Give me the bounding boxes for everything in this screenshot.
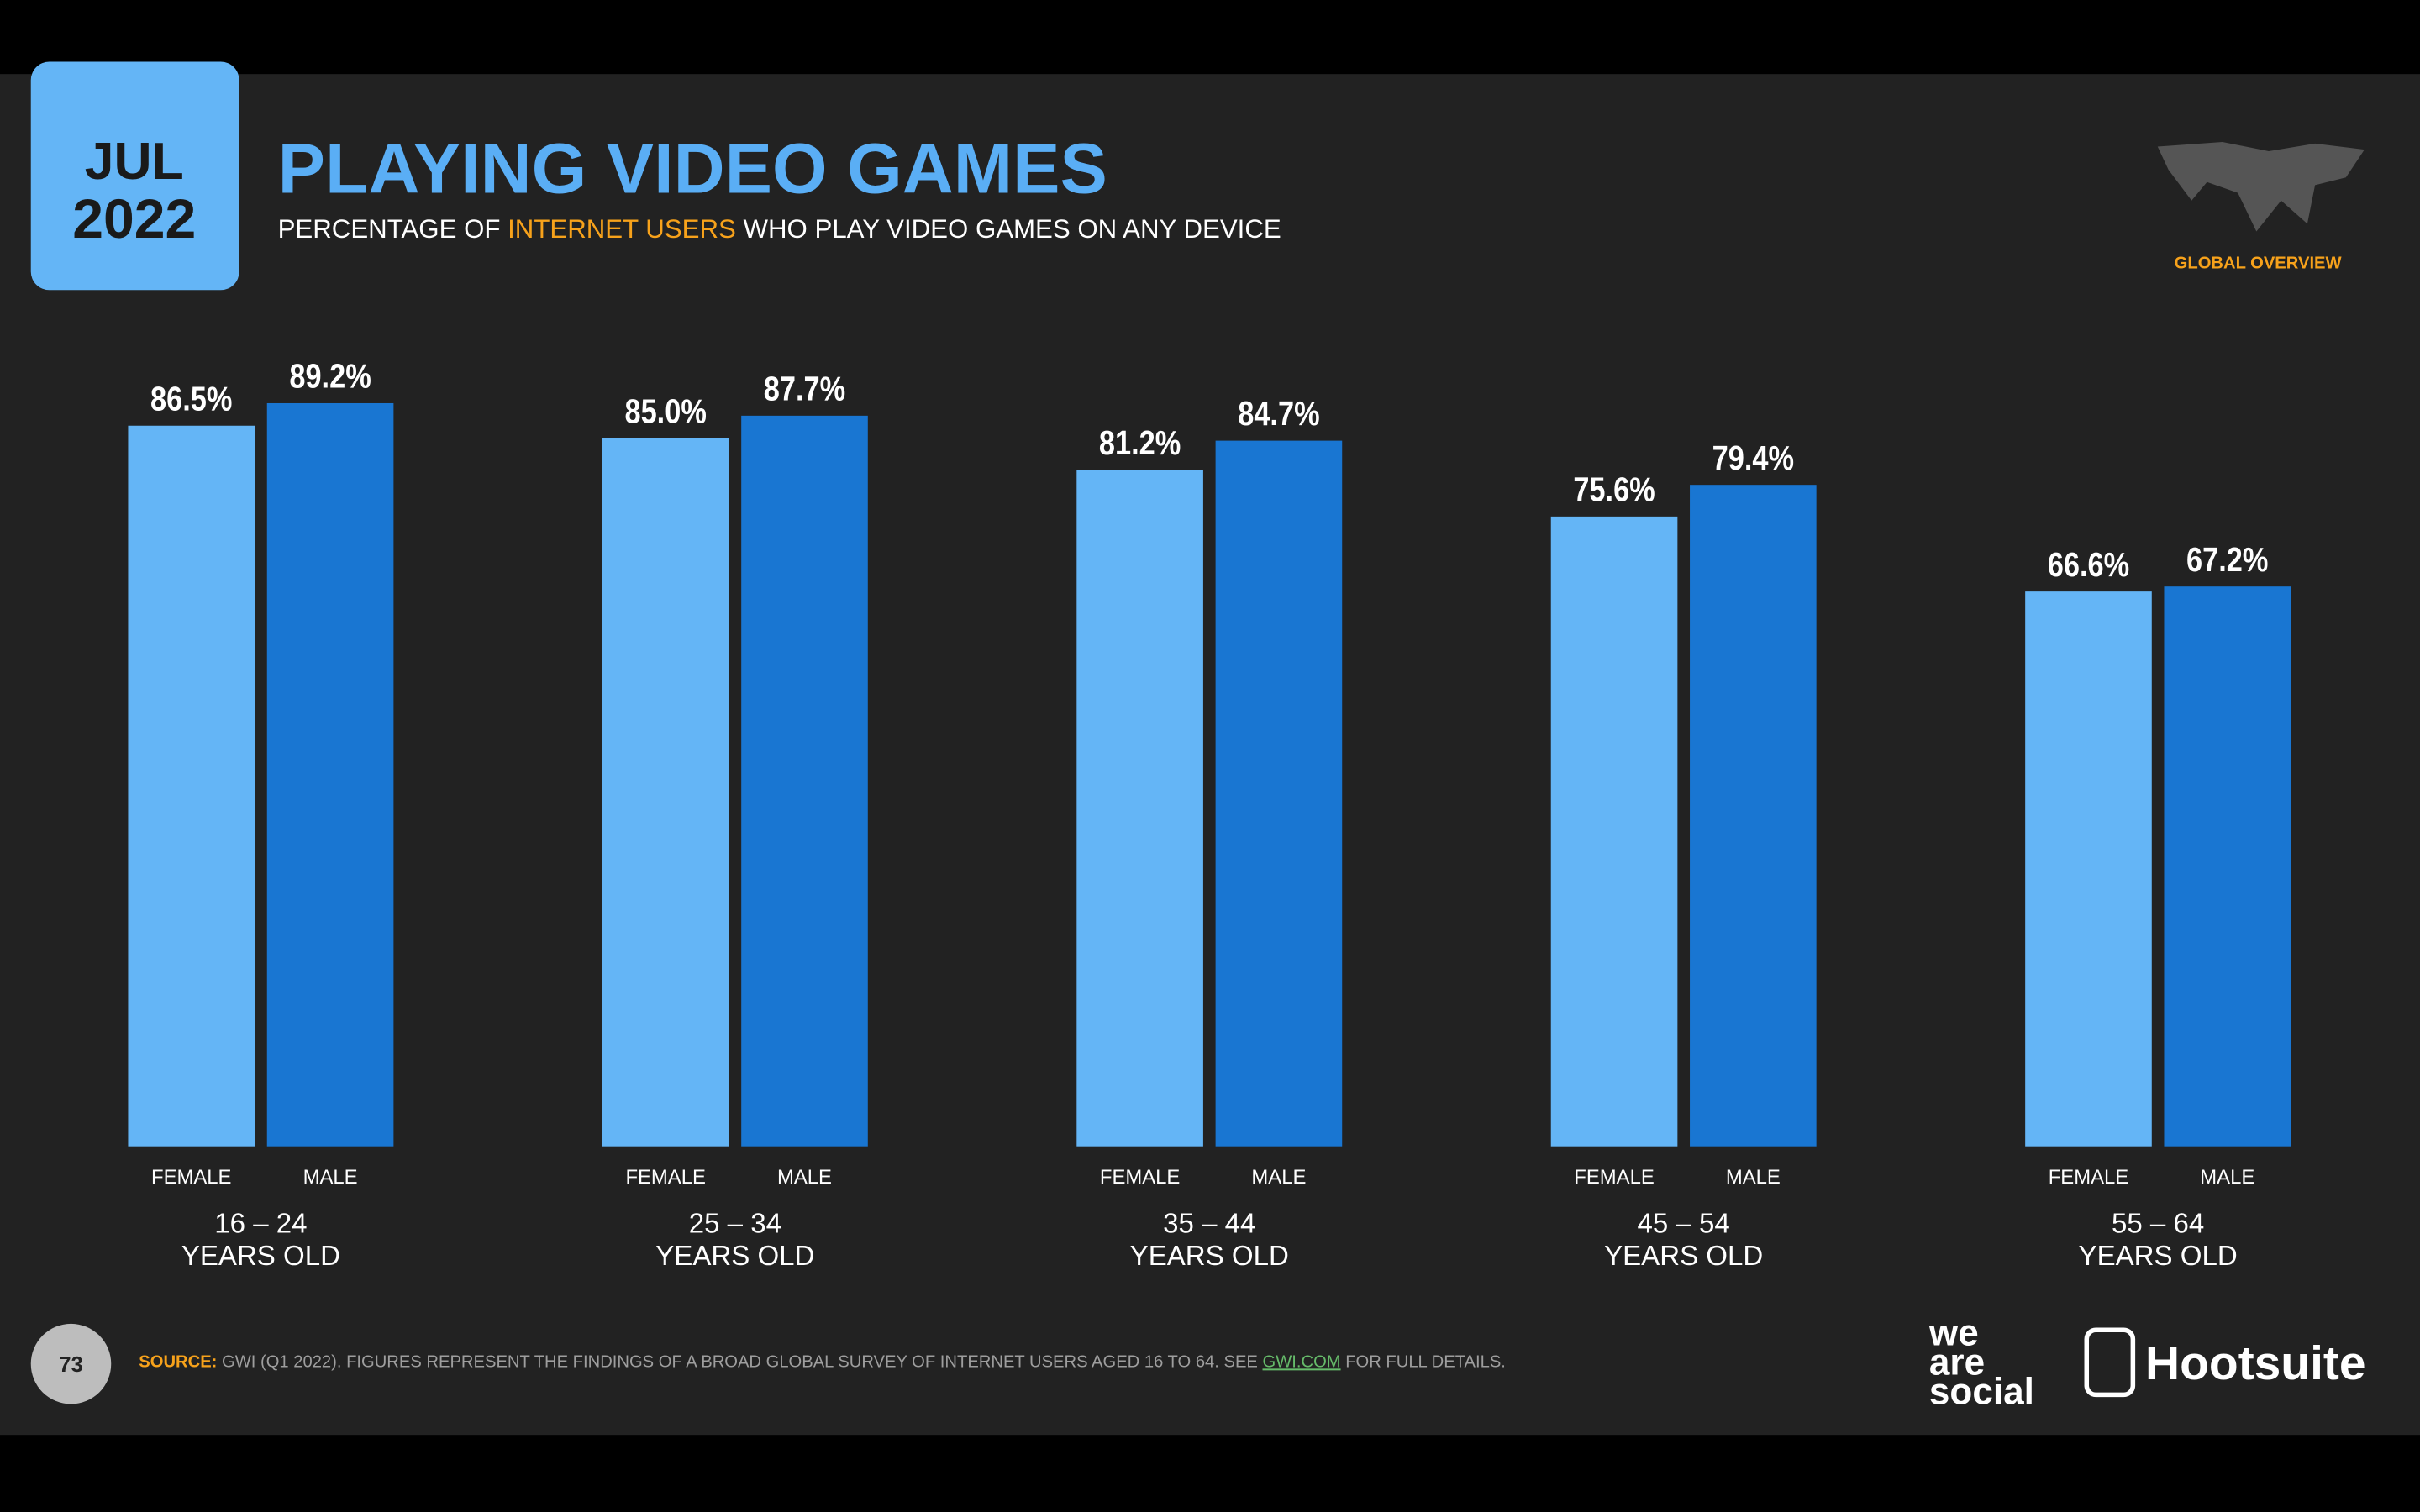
bar <box>741 415 868 1147</box>
x-tick-suffix: YEARS OLD <box>1604 1241 1763 1272</box>
date-year: 2022 <box>72 188 196 250</box>
source-label: SOURCE: <box>139 1352 217 1371</box>
owl-icon <box>2084 1327 2136 1398</box>
value-label: 79.4% <box>1712 438 1794 476</box>
logo-text: Hootsuite <box>2145 1336 2365 1390</box>
x-tick-suffix: YEARS OLD <box>182 1241 340 1272</box>
source-tail: FOR FULL DETAILS. <box>1341 1352 1506 1371</box>
bar <box>128 425 255 1147</box>
x-tick-label: 55 – 64 <box>2112 1209 2204 1240</box>
series-label: MALE <box>777 1166 832 1189</box>
value-label: 75.6% <box>1573 470 1655 508</box>
value-label: 67.2% <box>2186 540 2268 578</box>
value-label: 81.2% <box>1099 423 1181 461</box>
value-label: 84.7% <box>1238 395 1319 433</box>
series-label: FEMALE <box>1100 1166 1180 1189</box>
x-tick-label: 25 – 34 <box>689 1209 781 1240</box>
page-circle <box>30 1323 112 1404</box>
slide <box>0 74 2420 1436</box>
subtitle-part: PERCENTAGE OF <box>278 214 508 244</box>
page-number: 73 <box>59 1353 83 1377</box>
date-box <box>30 61 239 291</box>
bar <box>1076 470 1203 1147</box>
series-label: MALE <box>1726 1166 1781 1189</box>
subtitle-highlight: INTERNET USERS <box>508 214 736 244</box>
x-tick-label: 35 – 44 <box>1163 1209 1255 1240</box>
logo-text: social <box>1929 1371 2034 1412</box>
date-month: JUL <box>85 132 184 191</box>
bar <box>2164 586 2291 1147</box>
value-label: 66.6% <box>2048 545 2129 583</box>
series-label: MALE <box>2200 1166 2254 1189</box>
value-label: 86.5% <box>150 380 232 417</box>
x-tick-suffix: YEARS OLD <box>655 1241 814 1272</box>
bar <box>1550 516 1678 1147</box>
logo-text: are <box>1929 1342 1985 1383</box>
x-tick-label: 45 – 54 <box>1638 1209 1730 1240</box>
source-text: GWI (Q1 2022). FIGURES REPRESENT THE FIN… <box>217 1352 1262 1371</box>
x-tick-suffix: YEARS OLD <box>1130 1241 1289 1272</box>
x-tick-suffix: YEARS OLD <box>2079 1241 2238 1272</box>
world-map <box>2157 141 2365 232</box>
series-label: FEMALE <box>151 1166 231 1189</box>
bar <box>1690 485 1817 1147</box>
chart-title: PLAYING VIDEO GAMES <box>278 129 1107 208</box>
series-label: FEMALE <box>1574 1166 1654 1189</box>
bar <box>2025 591 2152 1147</box>
x-tick-label: 16 – 24 <box>214 1209 307 1240</box>
value-label: 89.2% <box>289 357 371 395</box>
badge: GLOBAL OVERVIEW <box>2175 255 2343 273</box>
bar <box>1215 440 1343 1147</box>
logo-text: we <box>1928 1313 1979 1354</box>
series-label: MALE <box>303 1166 358 1189</box>
bar <box>602 438 729 1147</box>
value-label: 87.7% <box>764 370 845 407</box>
subtitle-part: WHO PLAY VIDEO GAMES ON ANY DEVICE <box>736 214 1281 244</box>
series-label: FEMALE <box>2049 1166 2128 1189</box>
value-label: 85.0% <box>624 392 706 430</box>
subtitle: PERCENTAGE OF INTERNET USERS WHO PLAY VI… <box>278 214 1281 244</box>
series-label: MALE <box>1251 1166 1306 1189</box>
series-label: FEMALE <box>625 1166 705 1189</box>
bar <box>266 402 394 1147</box>
source: SOURCE: GWI (Q1 2022). FIGURES REPRESENT… <box>139 1352 1506 1371</box>
source-link[interactable]: GWI.COM <box>1263 1352 1341 1371</box>
